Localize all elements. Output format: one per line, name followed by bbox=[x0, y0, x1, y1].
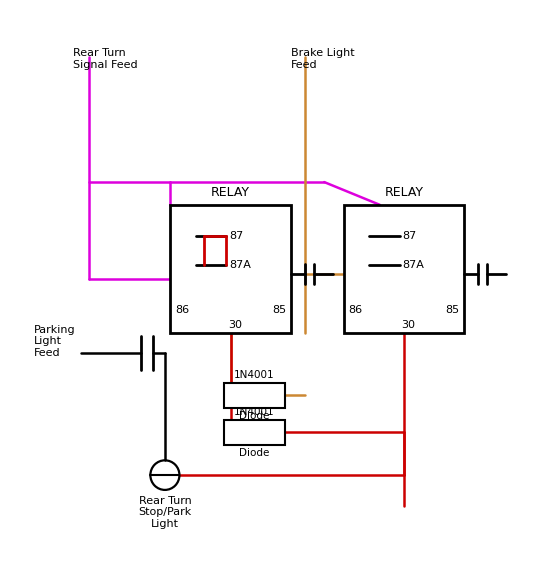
Text: 30: 30 bbox=[228, 320, 242, 330]
Bar bbox=[224, 420, 285, 445]
Text: RELAY: RELAY bbox=[211, 186, 250, 199]
Text: Rear Turn
Stop/Park
Light: Rear Turn Stop/Park Light bbox=[138, 496, 192, 529]
Text: 30: 30 bbox=[401, 320, 415, 330]
Bar bbox=[170, 205, 291, 333]
Bar bbox=[344, 205, 464, 333]
Text: Rear Turn
Signal Feed: Rear Turn Signal Feed bbox=[73, 48, 138, 70]
Text: 86: 86 bbox=[348, 304, 362, 315]
Text: 86: 86 bbox=[175, 304, 189, 315]
Text: Diode: Diode bbox=[239, 411, 269, 422]
Text: Parking
Light
Feed: Parking Light Feed bbox=[34, 325, 75, 358]
Text: 1N4001: 1N4001 bbox=[234, 406, 274, 417]
Text: 87: 87 bbox=[402, 231, 416, 241]
Text: 85: 85 bbox=[272, 304, 286, 315]
Text: 87A: 87A bbox=[402, 259, 424, 270]
Text: 85: 85 bbox=[446, 304, 459, 315]
Text: Diode: Diode bbox=[239, 448, 269, 459]
Text: 1N4001: 1N4001 bbox=[234, 369, 274, 380]
Text: 87A: 87A bbox=[229, 259, 251, 270]
Bar bbox=[224, 383, 285, 408]
Text: Brake Light
Feed: Brake Light Feed bbox=[291, 48, 354, 70]
Text: RELAY: RELAY bbox=[385, 186, 423, 199]
Text: 87: 87 bbox=[229, 231, 243, 241]
